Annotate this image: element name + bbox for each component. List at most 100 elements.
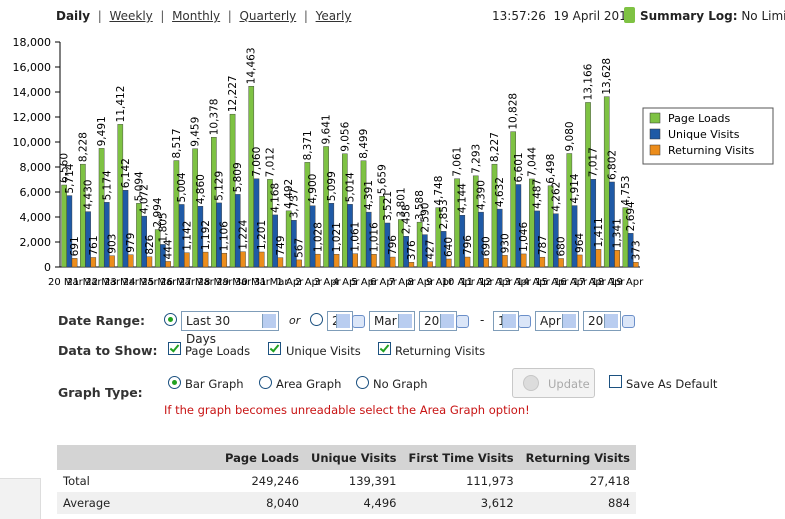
value-label: 796: [387, 235, 399, 255]
bar: [365, 211, 372, 268]
bar: [478, 211, 484, 268]
select[interactable]: Mar: [369, 311, 415, 331]
value-label: 567: [294, 238, 306, 258]
radio-label: Bar Graph: [185, 377, 244, 391]
calendar-icon[interactable]: [622, 315, 635, 328]
x-tick-label: 30 Mar: [235, 277, 271, 288]
value-label: 2,590: [419, 203, 431, 233]
x-tick-label: 31 Mar: [254, 277, 290, 288]
bar: [614, 250, 620, 268]
value-label: 1,805: [157, 212, 169, 242]
checkbox-label: Save As Default: [626, 377, 718, 391]
checkbox[interactable]: [378, 342, 391, 355]
x-tick-label: 5 Apr: [351, 277, 379, 288]
radio[interactable]: [310, 313, 323, 326]
checkbox[interactable]: [609, 375, 622, 388]
label: Data to Show:: [58, 343, 158, 358]
radio[interactable]: [168, 376, 181, 389]
bar: [459, 214, 466, 268]
bar: [85, 211, 91, 268]
select[interactable]: Last 30 Days: [181, 311, 279, 346]
value-label: 373: [630, 240, 642, 260]
value-label: 7,061: [452, 147, 464, 177]
x-tick-label: 10 Apr: [442, 277, 476, 288]
value-label: 5,659: [377, 164, 389, 194]
bar: [595, 249, 602, 268]
checkbox[interactable]: [168, 342, 181, 355]
value-label: 640: [443, 237, 455, 257]
value-label: 6,802: [606, 150, 618, 180]
calendar-icon[interactable]: [456, 315, 469, 328]
bar: [90, 257, 97, 268]
value-label: 1,224: [237, 219, 249, 249]
select[interactable]: 20: [327, 311, 353, 331]
value-label: 8,228: [77, 132, 89, 162]
value-label: 4,753: [620, 176, 632, 206]
value-label: 4,430: [83, 180, 95, 210]
value-label: 4,900: [307, 174, 319, 204]
side-panel: [0, 478, 41, 519]
bar: [510, 131, 516, 268]
value-label: 4,860: [195, 174, 207, 204]
bar: [571, 205, 578, 268]
y-tick-label: 18,000: [13, 36, 52, 49]
bar: [389, 256, 396, 268]
x-tick-label: 14 Apr: [516, 277, 550, 288]
bar: [98, 148, 105, 268]
clock: 13:57:26 19 April 2012: [492, 9, 634, 23]
bar: [427, 261, 433, 268]
bar: [520, 253, 527, 268]
cell: 4,496: [363, 496, 397, 510]
radio-label: Area Graph: [276, 377, 342, 391]
value-label: 690: [481, 236, 493, 256]
row: Average 8,040 4,496 3,612 884: [57, 492, 636, 514]
input[interactable]: 2012: [419, 311, 457, 331]
row: Total 249,246 139,391 111,973 27,418: [57, 470, 636, 492]
value-label: 1,192: [200, 220, 212, 250]
value-label: 4,914: [569, 173, 581, 203]
value-label: 979: [125, 233, 137, 253]
input[interactable]: 2012: [583, 311, 621, 331]
bar: [141, 215, 147, 268]
separator: |: [156, 9, 169, 23]
separator: |: [93, 9, 106, 23]
bar: [160, 244, 166, 268]
bar: [127, 254, 134, 268]
bar: [384, 222, 391, 268]
bar: [627, 233, 634, 268]
date: 19 April 2012: [553, 9, 635, 23]
value-label: 5,094: [133, 171, 145, 201]
bar: [66, 195, 73, 268]
period-link[interactable]: Weekly: [109, 9, 153, 23]
update-button[interactable]: Update: [512, 368, 595, 398]
select[interactable]: Apr: [535, 311, 579, 331]
radio[interactable]: [356, 376, 369, 389]
x-tick-label: 25 Mar: [142, 277, 178, 288]
calendar-icon[interactable]: [352, 315, 365, 328]
value-label: 4,391: [363, 180, 375, 210]
checkbox[interactable]: [268, 342, 281, 355]
value-label: 680: [556, 236, 568, 256]
value-label: 13,628: [601, 58, 613, 95]
column-header: Unique Visits: [305, 445, 403, 470]
period-link[interactable]: Daily: [56, 9, 91, 23]
select[interactable]: 19: [493, 311, 519, 331]
period-link[interactable]: Quarterly: [239, 9, 297, 23]
bar: [534, 210, 540, 268]
value-label: 5,714: [64, 163, 76, 193]
radio[interactable]: [259, 376, 272, 389]
calendar-icon[interactable]: [518, 315, 531, 328]
checkbox-label: Page Loads: [185, 344, 251, 358]
value-label: 1,411: [593, 217, 605, 247]
bar: [122, 190, 129, 268]
period-link[interactable]: Monthly: [172, 9, 221, 23]
bar: [109, 255, 115, 268]
bar: [566, 153, 573, 268]
legend-label: Returning Visits: [668, 144, 754, 157]
value-label: 9,491: [96, 116, 108, 146]
bar: [576, 254, 583, 268]
radio[interactable]: [164, 313, 177, 326]
period-link[interactable]: Yearly: [315, 9, 352, 23]
checkbox-label: Returning Visits: [395, 344, 486, 358]
bar: [314, 253, 321, 268]
